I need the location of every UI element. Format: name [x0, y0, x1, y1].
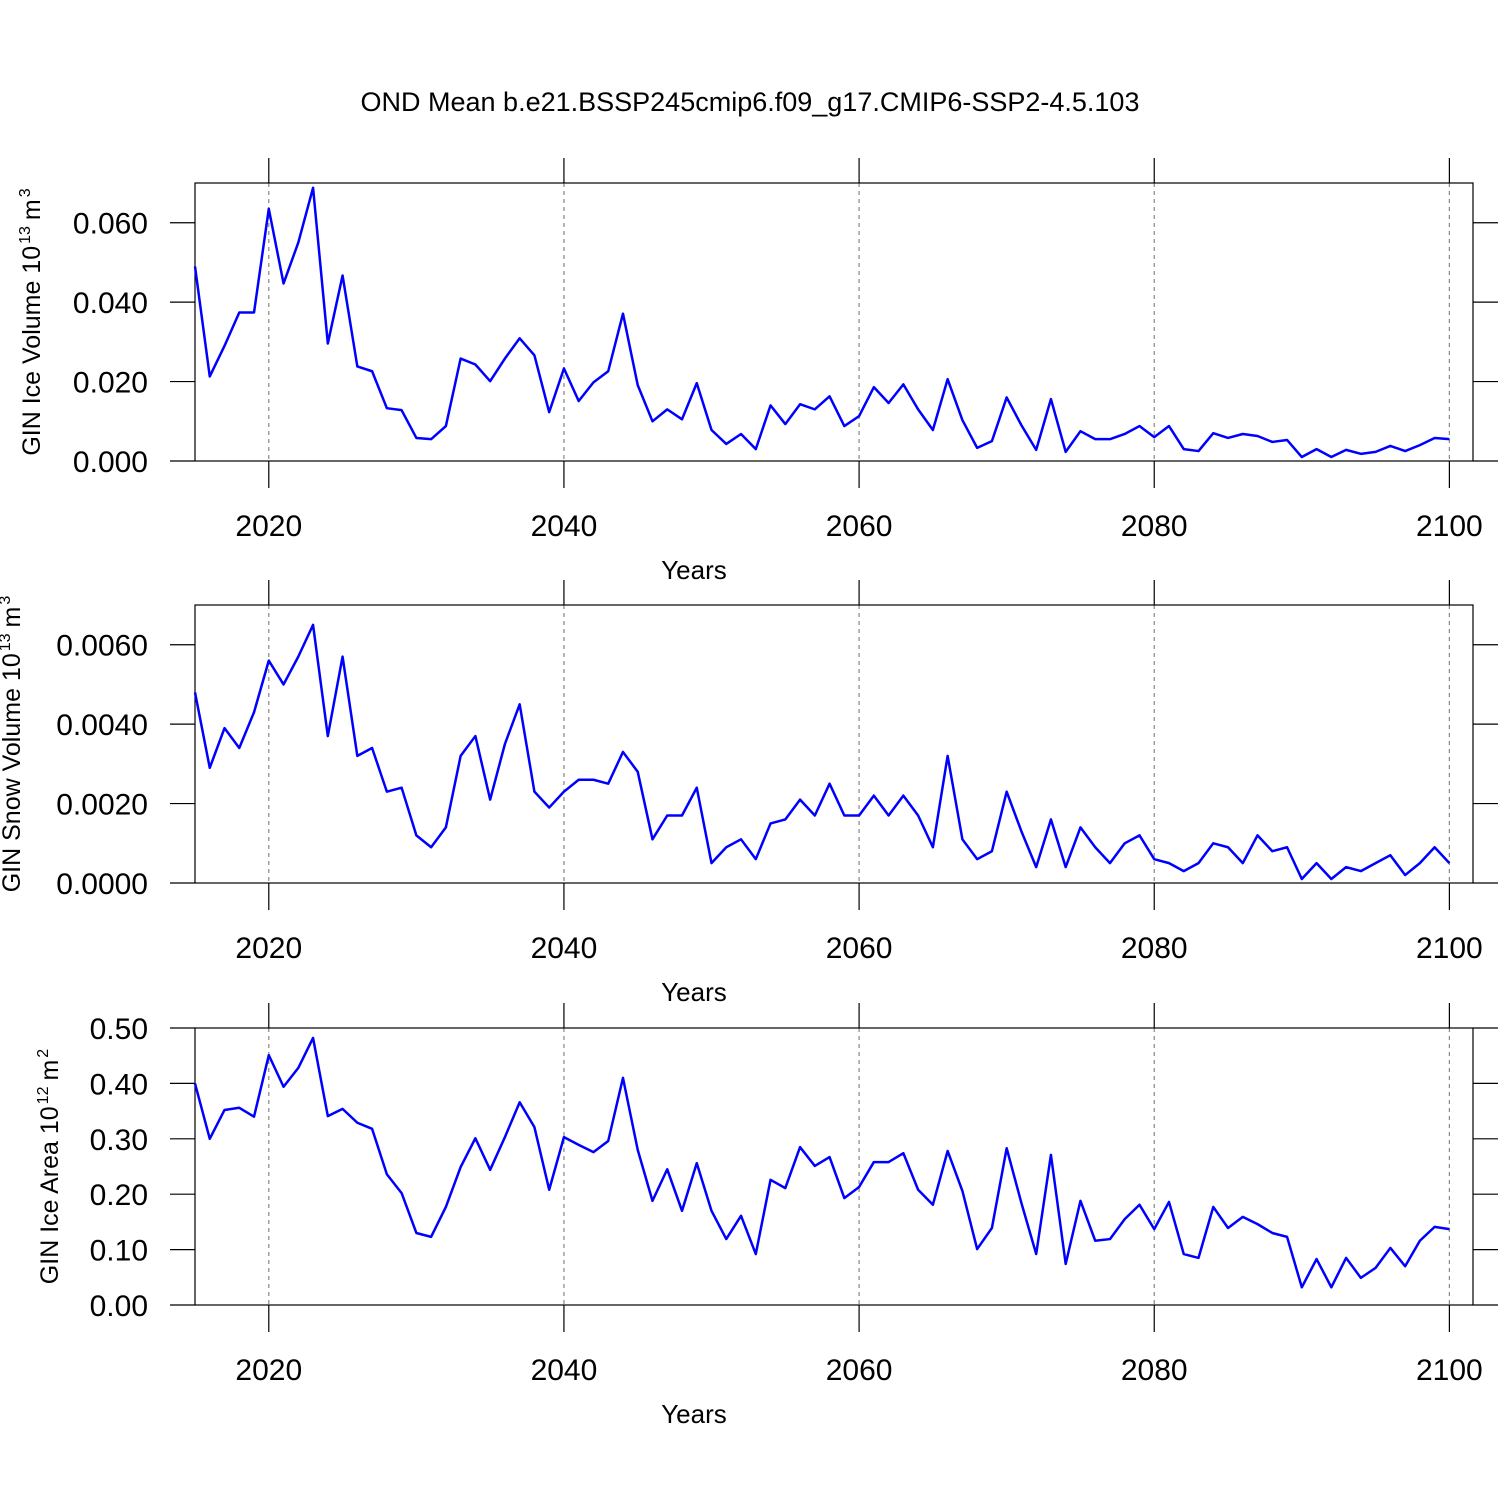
y-tick-label: 0.0060: [56, 630, 148, 663]
data-line: [193, 623, 1451, 881]
y-axis-label: GIN Ice Area 10 12 m 2: [35, 1049, 64, 1285]
y-axis-label-part: 2: [35, 1049, 52, 1058]
y-tick-label: 0.00: [90, 1290, 148, 1323]
x-tick-label: 2040: [531, 510, 598, 543]
x-tick-label: 2100: [1416, 510, 1483, 543]
plot-frame: [194, 182, 1474, 462]
x-tick-label: 2020: [235, 932, 302, 965]
y-axis-label-part: GIN Ice Area 10: [36, 1106, 64, 1284]
y-tick-label: 0.0040: [56, 709, 148, 742]
x-tick-label: 2100: [1416, 932, 1483, 965]
x-axis-label: Years: [661, 1399, 727, 1429]
plot-frame: [194, 1027, 1474, 1306]
x-tick-label: 2040: [531, 932, 598, 965]
y-axis-label-part: 3: [17, 188, 34, 197]
x-tick-label: 2060: [826, 1354, 893, 1387]
y-axis-label-part: m: [36, 1060, 64, 1081]
x-tick-label: 2020: [235, 510, 302, 543]
x-tick-label: 2060: [826, 932, 893, 965]
y-tick-label: 0.0020: [56, 789, 148, 822]
y-axis-label-part: 13: [17, 226, 34, 244]
data-line: [193, 186, 1450, 459]
y-tick-label: 0.20: [90, 1179, 148, 1212]
x-tick-label: 2080: [1121, 510, 1188, 543]
y-tick-label: 0.0000: [56, 868, 148, 901]
x-axis-label: Years: [661, 977, 727, 1007]
y-axis-label-part: 13: [0, 633, 14, 651]
y-axis-label-part: m: [0, 607, 26, 628]
y-axis-label-part: GIN Snow Volume 10: [0, 653, 26, 892]
x-tick-label: 2080: [1121, 932, 1188, 965]
x-tick-label: 2080: [1121, 1354, 1188, 1387]
y-tick-label: 0.060: [73, 208, 148, 241]
y-axis-label-part: 12: [35, 1086, 52, 1104]
y-tick-label: 0.30: [90, 1124, 148, 1157]
y-axis-label: GIN Ice Volume 10 13 m 3: [17, 188, 46, 455]
y-tick-label: 0.50: [90, 1013, 148, 1046]
x-tick-label: 2060: [826, 510, 893, 543]
chart-title: OND Mean b.e21.BSSP245cmip6.f09_g17.CMIP…: [361, 87, 1140, 117]
y-axis-label-part: GIN Ice Volume 10: [18, 246, 46, 456]
y-tick-label: 0.40: [90, 1068, 148, 1101]
y-tick-label: 0.040: [73, 287, 148, 320]
x-tick-label: 2040: [531, 1354, 598, 1387]
y-axis-label-part: 3: [0, 596, 14, 605]
y-tick-label: 0.000: [73, 446, 148, 479]
x-tick-label: 2020: [235, 1354, 302, 1387]
y-tick-label: 0.10: [90, 1235, 148, 1268]
x-tick-label: 2100: [1416, 1354, 1483, 1387]
data-line: [193, 1036, 1450, 1289]
x-axis-label: Years: [661, 555, 727, 585]
plot-frame: [194, 604, 1474, 884]
y-tick-label: 0.020: [73, 367, 148, 400]
y-axis-label-part: m: [18, 199, 46, 220]
y-axis-label: GIN Snow Volume 10 13 m 3: [0, 596, 26, 893]
